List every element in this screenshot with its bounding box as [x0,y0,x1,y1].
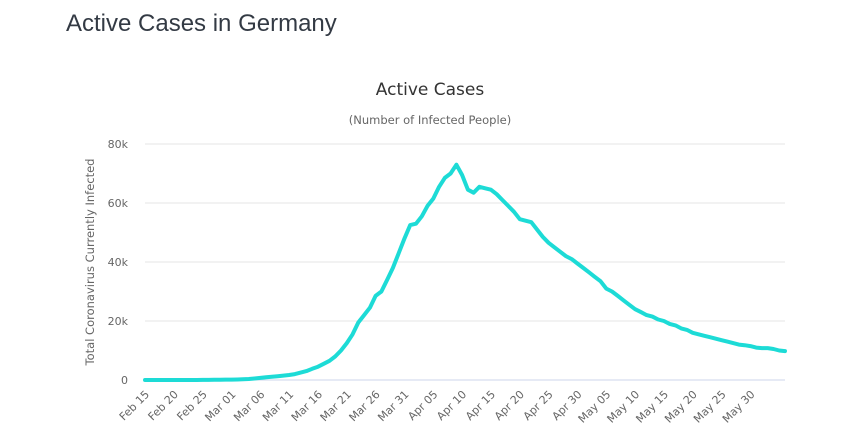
x-tick-label: Mar 01 [202,388,238,424]
x-tick-label: Apr 20 [492,388,527,423]
x-tick-label: Mar 16 [289,388,325,424]
y-axis-label: Total Coronavirus Currently Infected [83,159,97,367]
y-tick-label: 40k [108,256,129,269]
x-tick-label: Apr 05 [405,388,440,423]
x-tick-label: Mar 11 [260,388,296,424]
y-tick-label: 80k [108,138,129,151]
x-tick-label: Mar 06 [231,388,267,424]
x-tick-label: Mar 21 [318,388,354,424]
x-tick-label: May 30 [720,388,758,426]
x-tick-label: Apr 25 [521,388,556,423]
chart-subtitle: (Number of Infected People) [349,113,511,127]
page-title: Active Cases in Germany [66,10,337,37]
x-tick-label: Apr 15 [463,388,498,423]
x-tick-label: Mar 31 [375,388,411,424]
y-tick-label: 20k [108,315,129,328]
x-tick-label: Feb 15 [117,388,152,423]
y-tick-label: 0 [121,374,128,387]
y-tick-label: 60k [108,197,129,210]
x-tick-label: Mar 26 [347,388,383,424]
series-line-active-cases [143,162,787,382]
chart-title: Active Cases [376,80,485,100]
x-tick-label: Apr 10 [434,388,469,423]
y-tick-labels: 0 20k 40k 60k 80k [108,138,129,387]
x-tick-label: Feb 20 [146,388,181,423]
